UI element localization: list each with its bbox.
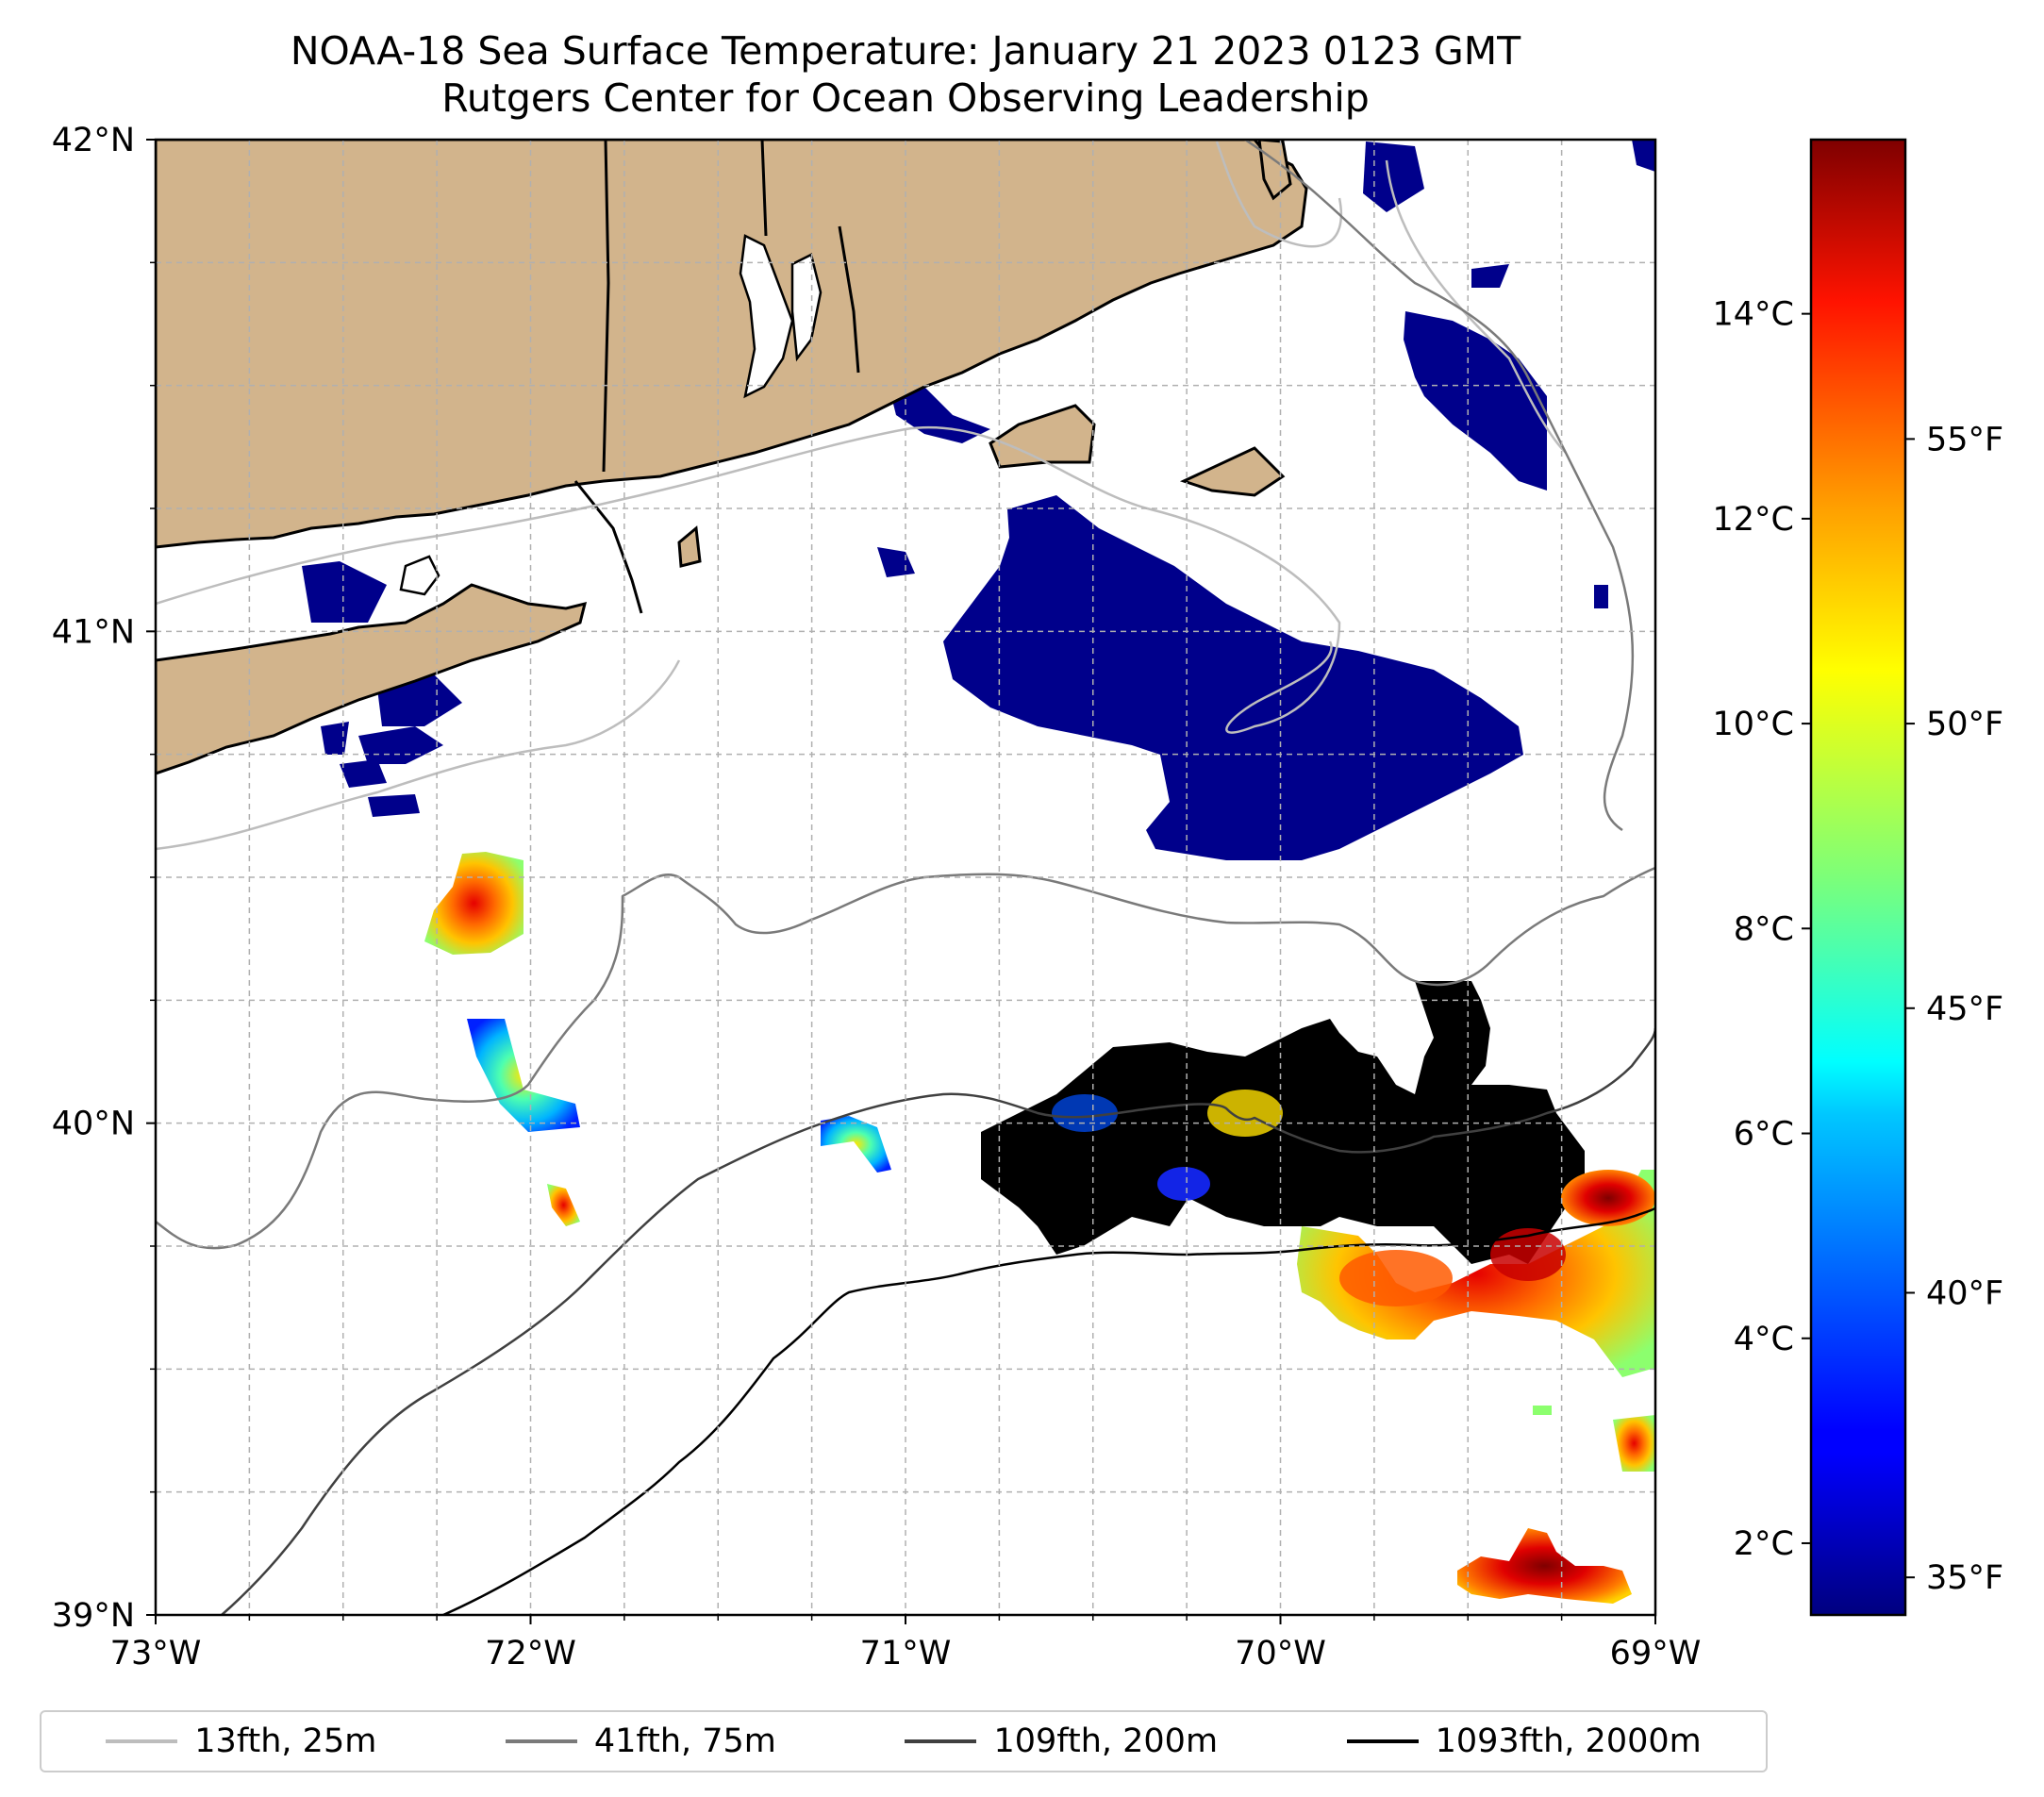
cold-sst-patches — [302, 140, 1655, 860]
colorbar — [1809, 138, 1907, 1617]
lat-tick-label: 39°N — [52, 1597, 135, 1635]
chart-subtitle: Rutgers Center for Ocean Observing Leade… — [441, 75, 1370, 121]
colorbar-f-label: 50°F — [1926, 706, 2003, 743]
legend-item-75m: 41fth, 75m — [505, 1722, 776, 1760]
chart-title: NOAA-18 Sea Surface Temperature: January… — [290, 28, 1521, 74]
legend-label: 41fth, 75m — [593, 1722, 776, 1760]
lat-tick-label: 40°N — [52, 1106, 135, 1143]
contour-2000m — [442, 1206, 1655, 1615]
lat-tick-label: 41°N — [52, 613, 135, 651]
colorbar-f-label: 55°F — [1926, 421, 2003, 458]
legend-label: 109fth, 200m — [993, 1722, 1219, 1760]
colorbar-f-label: 45°F — [1926, 990, 2003, 1028]
colorbar-c-label: 4°C — [1734, 1321, 1794, 1358]
lon-tick-label: 72°W — [485, 1635, 576, 1672]
colorbar-c-label: 10°C — [1713, 706, 1794, 743]
legend-swatch — [106, 1739, 178, 1743]
colorbar-f-label: 40°F — [1926, 1274, 2003, 1312]
colorbar-c-label: 6°C — [1734, 1116, 1794, 1154]
colorbar-c-label: 8°C — [1734, 910, 1794, 948]
legend-label: 1093fth, 2000m — [1435, 1722, 1702, 1760]
longitude-axis: 73°W 72°W 71°W 70°W 69°W — [110, 1615, 1702, 1672]
legend-swatch — [1346, 1739, 1419, 1743]
colorbar-c-label: 2°C — [1734, 1525, 1794, 1563]
legend-label: 13fth, 25m — [194, 1722, 377, 1760]
latitude-axis: 42°N 41°N 40°N 39°N — [52, 122, 156, 1635]
bays — [399, 234, 823, 596]
colorbar-celsius-axis: 14°C 12°C 10°C 8°C 6°C 4°C 2°C — [1713, 296, 1811, 1563]
legend-item-25m: 13fth, 25m — [106, 1722, 376, 1760]
colorbar-c-label: 12°C — [1713, 501, 1794, 539]
warm-sst-patches — [424, 852, 1655, 1604]
lon-tick-label: 71°W — [860, 1635, 952, 1672]
lon-tick-label: 73°W — [110, 1635, 202, 1672]
legend-swatch — [905, 1739, 977, 1743]
gridlines — [156, 140, 1655, 1615]
lon-tick-label: 70°W — [1235, 1635, 1326, 1672]
lat-tick-label: 42°N — [52, 122, 135, 159]
colorbar-fahrenheit-axis: 55°F 50°F 45°F 40°F 35°F — [1905, 421, 2003, 1597]
legend-item-200m: 109fth, 200m — [905, 1722, 1218, 1760]
bathymetry-contours — [156, 140, 1655, 1615]
contour-75m — [156, 140, 1655, 1250]
contour-200m — [221, 1027, 1655, 1615]
legend-item-2000m: 1093fth, 2000m — [1346, 1722, 1702, 1760]
legend-swatch — [505, 1739, 577, 1743]
legend: 13fth, 25m 41fth, 75m 109fth, 200m 1093f… — [40, 1710, 1768, 1772]
contour-25m — [156, 141, 1567, 851]
colorbar-f-label: 35°F — [1926, 1559, 2003, 1597]
colorbar-c-label: 14°C — [1713, 296, 1794, 334]
map-area — [156, 140, 1655, 1615]
lon-tick-label: 69°W — [1610, 1635, 1702, 1672]
